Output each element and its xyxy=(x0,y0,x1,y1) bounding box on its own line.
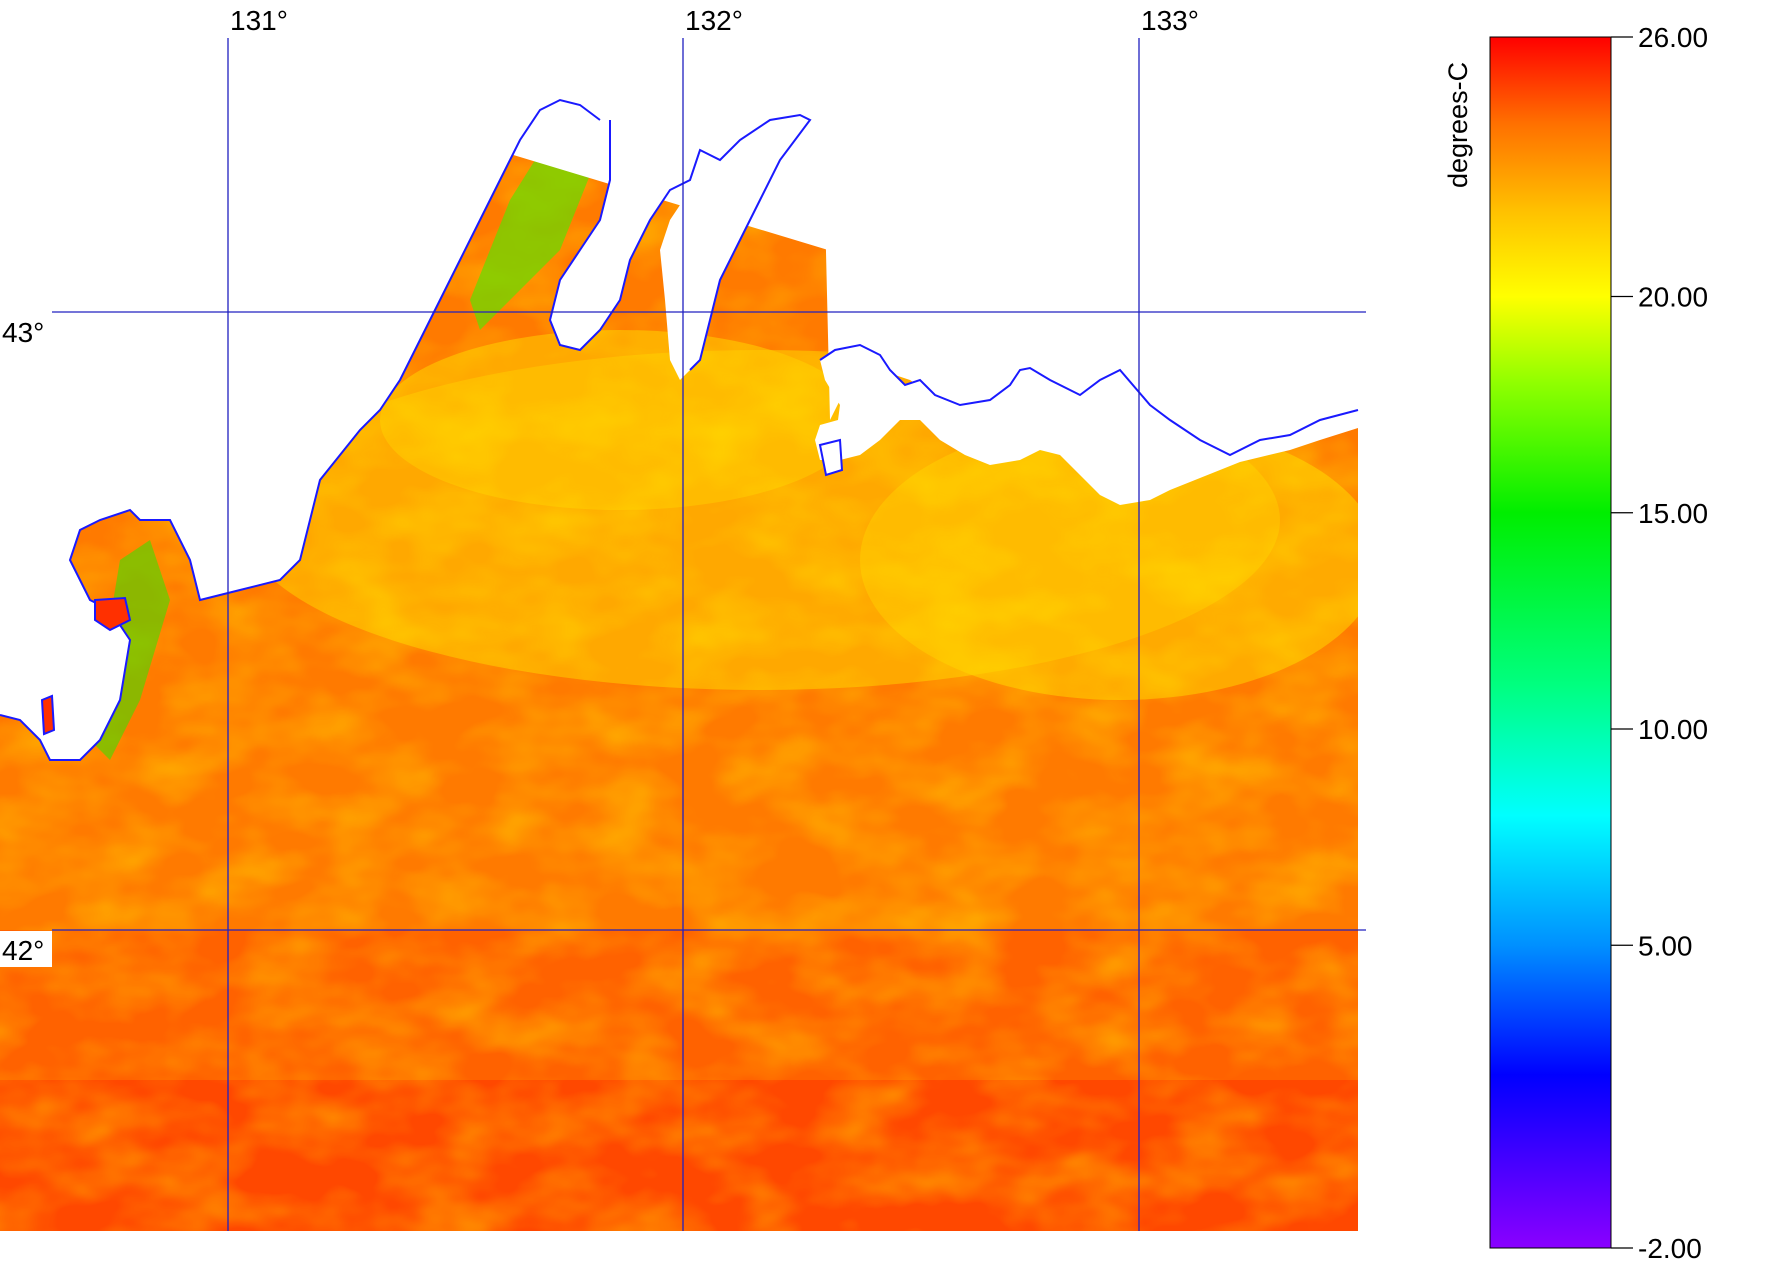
colorbar-gradient xyxy=(1489,36,1612,1249)
colorbar-tick-label: -2.00 xyxy=(1638,1233,1702,1264)
colorbar-tick-label: 10.00 xyxy=(1638,714,1708,745)
lon-label-132: 132° xyxy=(685,5,743,36)
land-west xyxy=(0,0,560,760)
colorbar: 26.00 20.00 15.00 10.00 5.00 -2.00 degrees-C xyxy=(1443,22,1708,1264)
island xyxy=(40,694,56,736)
lon-label-131: 131° xyxy=(230,5,288,36)
colorbar-tick-label: 5.00 xyxy=(1638,930,1693,961)
colorbar-tick-label: 20.00 xyxy=(1638,282,1708,313)
island xyxy=(818,438,844,477)
lat-label-bg xyxy=(0,313,52,349)
colorbar-tick-label: 26.00 xyxy=(1638,22,1708,53)
lon-label-133: 133° xyxy=(1141,5,1199,36)
lat-label-42: 42° xyxy=(2,935,44,966)
lat-label-bg xyxy=(0,931,52,967)
colorbar-tick-label: 15.00 xyxy=(1638,498,1708,529)
land-east-strip xyxy=(820,0,1358,480)
coastline xyxy=(0,98,1359,761)
lat-label-43: 43° xyxy=(2,317,44,348)
island xyxy=(94,596,132,632)
colorbar-unit-label: degrees-C xyxy=(1443,62,1473,188)
land-peninsula xyxy=(550,110,700,350)
graticule xyxy=(52,38,1366,1231)
colorbar-ticks: 26.00 20.00 15.00 10.00 5.00 -2.00 xyxy=(1611,22,1708,1264)
